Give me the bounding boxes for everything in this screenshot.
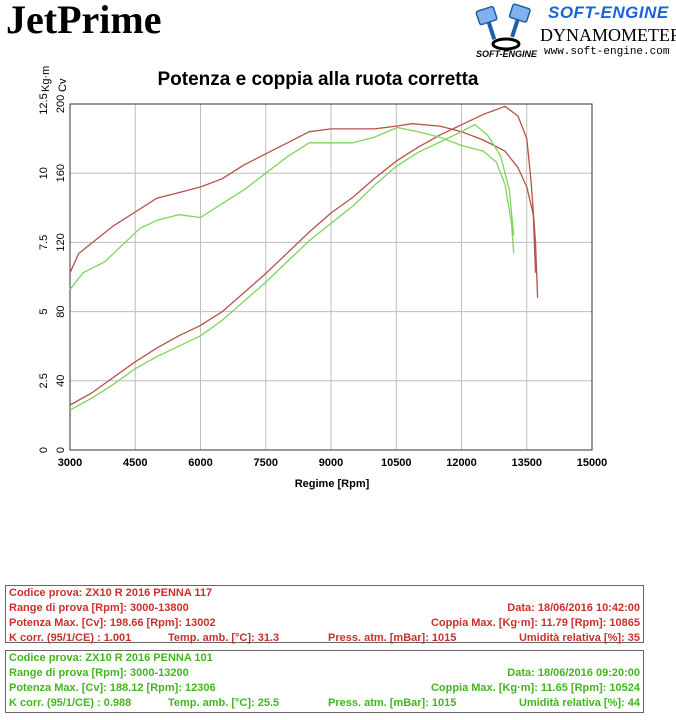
power-curve-red xyxy=(69,105,539,406)
run-info-panel-green: Codice prova: ZX10 R 2016 PENNA 101 Rang… xyxy=(5,650,644,713)
logo-subtitle: DYNAMOMETERS xyxy=(540,25,676,45)
y-tick-label-power: 120 xyxy=(55,233,67,251)
x-tick-label: 12000 xyxy=(446,457,477,469)
y-tick-label-power: 40 xyxy=(55,375,67,387)
y-axis-label-torque: Kg·m xyxy=(40,66,52,92)
y-tick-label-torque: 12.5 xyxy=(38,93,50,114)
y-axis-label-power: Cv xyxy=(57,78,69,92)
k-corr: K corr. (95/1/CE) : 1.001 xyxy=(9,632,132,644)
humidity: Umidità relativa [%]: 35 xyxy=(518,632,640,644)
humidity: Umidità relativa [%]: 44 xyxy=(518,697,640,709)
run-code: Codice prova: ZX10 R 2016 PENNA 101 xyxy=(9,652,213,664)
run-date: Data: 18/06/2016 09:20:00 xyxy=(507,667,640,679)
torque-curve-red xyxy=(69,123,537,274)
y-tick-label-torque: 7.5 xyxy=(38,235,50,250)
rpm-range: Range di prova [Rpm]: 3000-13800 xyxy=(9,602,189,614)
x-tick-label: 15000 xyxy=(577,457,608,469)
ambient-temp: Temp. amb. [°C]: 31.3 xyxy=(168,632,280,644)
power-curve-green xyxy=(69,123,515,411)
atm-pressure: Press. atm. [mBar]: 1015 xyxy=(328,632,457,644)
chart-curves xyxy=(69,105,539,411)
y-tick-label-torque: 10 xyxy=(38,167,50,179)
chart-grid xyxy=(69,103,593,451)
logo-name: SOFT-ENGINE xyxy=(548,3,669,22)
atm-pressure: Press. atm. [mBar]: 1015 xyxy=(328,697,457,709)
logo-url: www.soft-engine.com xyxy=(544,46,670,58)
y-tick-label-power: 0 xyxy=(55,447,67,453)
max-torque: Coppia Max. [Kg·m]: 11.79 [Rpm]: 10865 xyxy=(430,617,640,629)
rpm-range: Range di prova [Rpm]: 3000-13200 xyxy=(9,667,189,679)
pistons-logo-icon: SOFT-ENGINE xyxy=(475,3,538,59)
ambient-temp: Temp. amb. [°C]: 25.5 xyxy=(168,697,280,709)
y-tick-label-torque: 2.5 xyxy=(38,373,50,388)
max-torque: Coppia Max. [Kg·m]: 11.65 [Rpm]: 10524 xyxy=(430,682,640,694)
plot-frame xyxy=(69,103,593,451)
y-tick-label-power: 200 xyxy=(55,95,67,113)
x-tick-label: 13500 xyxy=(511,457,542,469)
max-power: Potenza Max. [Cv]: 198.66 [Rpm]: 13002 xyxy=(9,617,216,629)
x-tick-label: 10500 xyxy=(381,457,412,469)
x-tick-label: 7500 xyxy=(254,457,278,469)
x-tick-label: 9000 xyxy=(319,457,343,469)
y-tick-label-torque: 5 xyxy=(38,309,50,315)
x-axis-label: Regime [Rpm] xyxy=(295,478,370,490)
logo-mark-text: SOFT-ENGINE xyxy=(476,49,538,59)
brand-title: JetPrime xyxy=(6,0,162,42)
y-tick-label-torque: 0 xyxy=(38,447,50,453)
x-tick-label: 4500 xyxy=(123,457,147,469)
x-tick-label: 6000 xyxy=(188,457,212,469)
run-date: Data: 18/06/2016 10:42:00 xyxy=(507,602,640,614)
k-corr: K corr. (95/1/CE) : 0.988 xyxy=(9,697,132,709)
dyno-chart: 3000 4500 6000 7500 9000 10500 12000 13500 15000… xyxy=(38,66,607,490)
chart-axes: 3000 4500 6000 7500 9000 10500 12000 13500 15000… xyxy=(38,93,607,469)
max-power: Potenza Max. [Cv]: 188.12 [Rpm]: 12306 xyxy=(9,682,216,694)
chart-title: Potenza e coppia alla ruota corretta xyxy=(158,69,479,90)
run-info-panel-red: Codice prova: ZX10 R 2016 PENNA 117 Rang… xyxy=(5,585,644,644)
run-code: Codice prova: ZX10 R 2016 PENNA 117 xyxy=(9,587,213,599)
x-tick-label: 3000 xyxy=(58,457,82,469)
y-tick-label-power: 160 xyxy=(55,164,67,182)
y-tick-label-power: 80 xyxy=(55,305,67,317)
torque-curve-green xyxy=(69,126,515,290)
